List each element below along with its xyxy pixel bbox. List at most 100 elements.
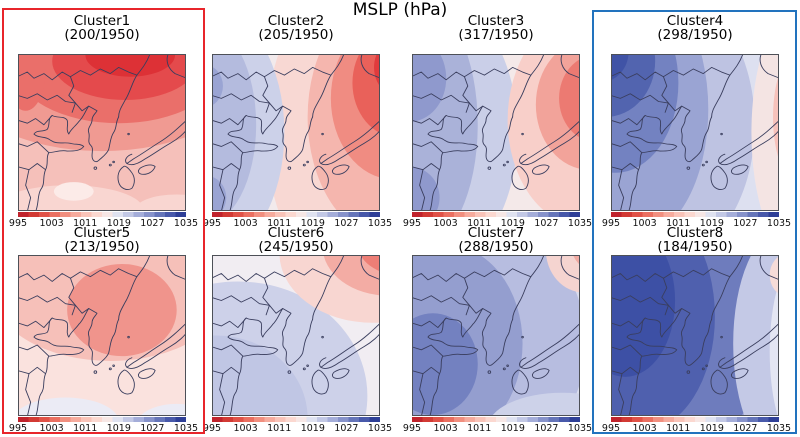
cluster-name: Cluster5 bbox=[73, 225, 131, 241]
colorbar-tick-label: 1027 bbox=[334, 423, 359, 434]
cluster2-title: Cluster2 (205/1950) bbox=[192, 13, 400, 44]
cluster8-colorbar bbox=[611, 417, 779, 422]
colorbar-tick-label: 1035 bbox=[567, 423, 593, 434]
colorbar-tick-label: 1011 bbox=[73, 218, 98, 229]
colorbar-tick-label: 1003 bbox=[433, 218, 458, 229]
colorbar-tick-label: 1003 bbox=[632, 218, 657, 229]
colorbar-tick-label: 1019 bbox=[106, 423, 131, 434]
colorbar-tick-label: 1019 bbox=[500, 218, 525, 229]
colorbar-tick-label: 1019 bbox=[699, 218, 724, 229]
cluster1-highlight-box bbox=[2, 8, 205, 434]
cluster-name: Cluster4 bbox=[666, 13, 724, 29]
colorbar-tick-label: 1035 bbox=[367, 218, 393, 229]
colorbar-tick-label: 1027 bbox=[534, 423, 559, 434]
cluster8-map bbox=[611, 255, 779, 416]
cluster-count: (200/1950) bbox=[64, 27, 140, 44]
cluster6-colorbar-ticks: 995 1003 1011 1019 1027 1035 bbox=[203, 423, 392, 435]
colorbar-tick-label: 1011 bbox=[267, 423, 292, 434]
colorbar-tick-label: 1019 bbox=[300, 218, 325, 229]
colorbar-tick-label: 1003 bbox=[39, 423, 64, 434]
cluster3-colorbar bbox=[412, 212, 580, 217]
colorbar-tick-label: 1003 bbox=[233, 218, 258, 229]
colorbar-tick-label: 1027 bbox=[534, 218, 559, 229]
cluster4-colorbar bbox=[611, 212, 779, 217]
cluster6-title: Cluster6 (245/1950) bbox=[192, 225, 400, 256]
cluster6-map bbox=[212, 255, 380, 416]
colorbar-tick-label: 1035 bbox=[173, 423, 199, 434]
colorbar-tick-label: 1027 bbox=[140, 218, 165, 229]
cluster4-map bbox=[611, 54, 779, 211]
cluster-count: (245/1950) bbox=[258, 239, 334, 256]
colorbar-tick-label: 1035 bbox=[567, 218, 593, 229]
cluster-count: (213/1950) bbox=[64, 239, 140, 256]
cluster1-colorbar bbox=[18, 212, 186, 217]
cluster7-title: Cluster7 (288/1950) bbox=[392, 225, 600, 256]
colorbar-tick-label: 995 bbox=[202, 423, 222, 434]
colorbar-tick-label: 995 bbox=[202, 218, 222, 229]
cluster7-colorbar-ticks: 995 1003 1011 1019 1027 1035 bbox=[403, 423, 592, 435]
colorbar-tick-label: 1019 bbox=[106, 218, 131, 229]
cluster-name: Cluster1 bbox=[73, 13, 131, 29]
colorbar-tick-label: 1027 bbox=[733, 423, 758, 434]
cluster-name: Cluster8 bbox=[666, 225, 724, 241]
cluster-name: Cluster3 bbox=[467, 13, 525, 29]
cluster4-highlight-box bbox=[592, 10, 797, 434]
colorbar-tick-label: 1003 bbox=[233, 423, 258, 434]
cluster4-colorbar-ticks: 995 1003 1011 1019 1027 1035 bbox=[602, 218, 791, 230]
colorbar-tick-label: 1003 bbox=[632, 423, 657, 434]
cluster7-map bbox=[412, 255, 580, 416]
colorbar-tick-label: 1011 bbox=[666, 218, 691, 229]
cluster-count: (288/1950) bbox=[458, 239, 534, 256]
cluster2-colorbar-ticks: 995 1003 1011 1019 1027 1035 bbox=[203, 218, 392, 230]
cluster8-title: Cluster8 (184/1950) bbox=[591, 225, 799, 256]
cluster5-colorbar-ticks: 995 1003 1011 1019 1027 1035 bbox=[9, 423, 198, 435]
cluster5-colorbar bbox=[18, 417, 186, 422]
colorbar-tick-label: 1035 bbox=[766, 423, 792, 434]
cluster8-colorbar-ticks: 995 1003 1011 1019 1027 1035 bbox=[602, 423, 791, 435]
colorbar-tick-label: 1011 bbox=[73, 423, 98, 434]
cluster7-colorbar bbox=[412, 417, 580, 422]
colorbar-tick-label: 995 bbox=[601, 218, 621, 229]
colorbar-tick-label: 995 bbox=[402, 423, 422, 434]
colorbar-tick-label: 1027 bbox=[140, 423, 165, 434]
colorbar-tick-label: 995 bbox=[601, 423, 621, 434]
cluster-count: (317/1950) bbox=[458, 27, 534, 44]
colorbar-tick-label: 1011 bbox=[666, 423, 691, 434]
cluster4-title: Cluster4 (298/1950) bbox=[591, 13, 799, 44]
colorbar-tick-label: 1035 bbox=[766, 218, 792, 229]
colorbar-tick-label: 1019 bbox=[300, 423, 325, 434]
colorbar-tick-label: 1019 bbox=[699, 423, 724, 434]
figure-title: MSLP (hPa) bbox=[352, 0, 448, 20]
cluster2-colorbar bbox=[212, 212, 380, 217]
colorbar-tick-label: 995 bbox=[402, 218, 422, 229]
colorbar-tick-label: 1027 bbox=[334, 218, 359, 229]
cluster1-title: Cluster1 (200/1950) bbox=[0, 13, 206, 44]
colorbar-tick-label: 1035 bbox=[367, 423, 393, 434]
cluster-count: (205/1950) bbox=[258, 27, 334, 44]
cluster1-map bbox=[18, 54, 186, 211]
cluster3-title: Cluster3 (317/1950) bbox=[392, 13, 600, 44]
cluster5-map bbox=[18, 255, 186, 416]
cluster-name: Cluster7 bbox=[467, 225, 525, 241]
cluster-name: Cluster6 bbox=[267, 225, 325, 241]
cluster-name: Cluster2 bbox=[267, 13, 325, 29]
colorbar-tick-label: 1011 bbox=[467, 218, 492, 229]
colorbar-tick-label: 1019 bbox=[500, 423, 525, 434]
cluster3-colorbar-ticks: 995 1003 1011 1019 1027 1035 bbox=[403, 218, 592, 230]
cluster2-map bbox=[212, 54, 380, 211]
colorbar-tick-label: 1027 bbox=[733, 218, 758, 229]
colorbar-tick-label: 995 bbox=[8, 423, 28, 434]
colorbar-tick-label: 1035 bbox=[173, 218, 199, 229]
colorbar-tick-label: 1003 bbox=[433, 423, 458, 434]
colorbar-tick-label: 1011 bbox=[467, 423, 492, 434]
cluster6-colorbar bbox=[212, 417, 380, 422]
colorbar-tick-label: 1003 bbox=[39, 218, 64, 229]
colorbar-tick-label: 995 bbox=[8, 218, 28, 229]
cluster-count: (184/1950) bbox=[657, 239, 733, 256]
colorbar-tick-label: 1011 bbox=[267, 218, 292, 229]
cluster1-colorbar-ticks: 995 1003 1011 1019 1027 1035 bbox=[9, 218, 198, 230]
cluster-count: (298/1950) bbox=[657, 27, 733, 44]
cluster5-title: Cluster5 (213/1950) bbox=[0, 225, 206, 256]
cluster3-map bbox=[412, 54, 580, 211]
